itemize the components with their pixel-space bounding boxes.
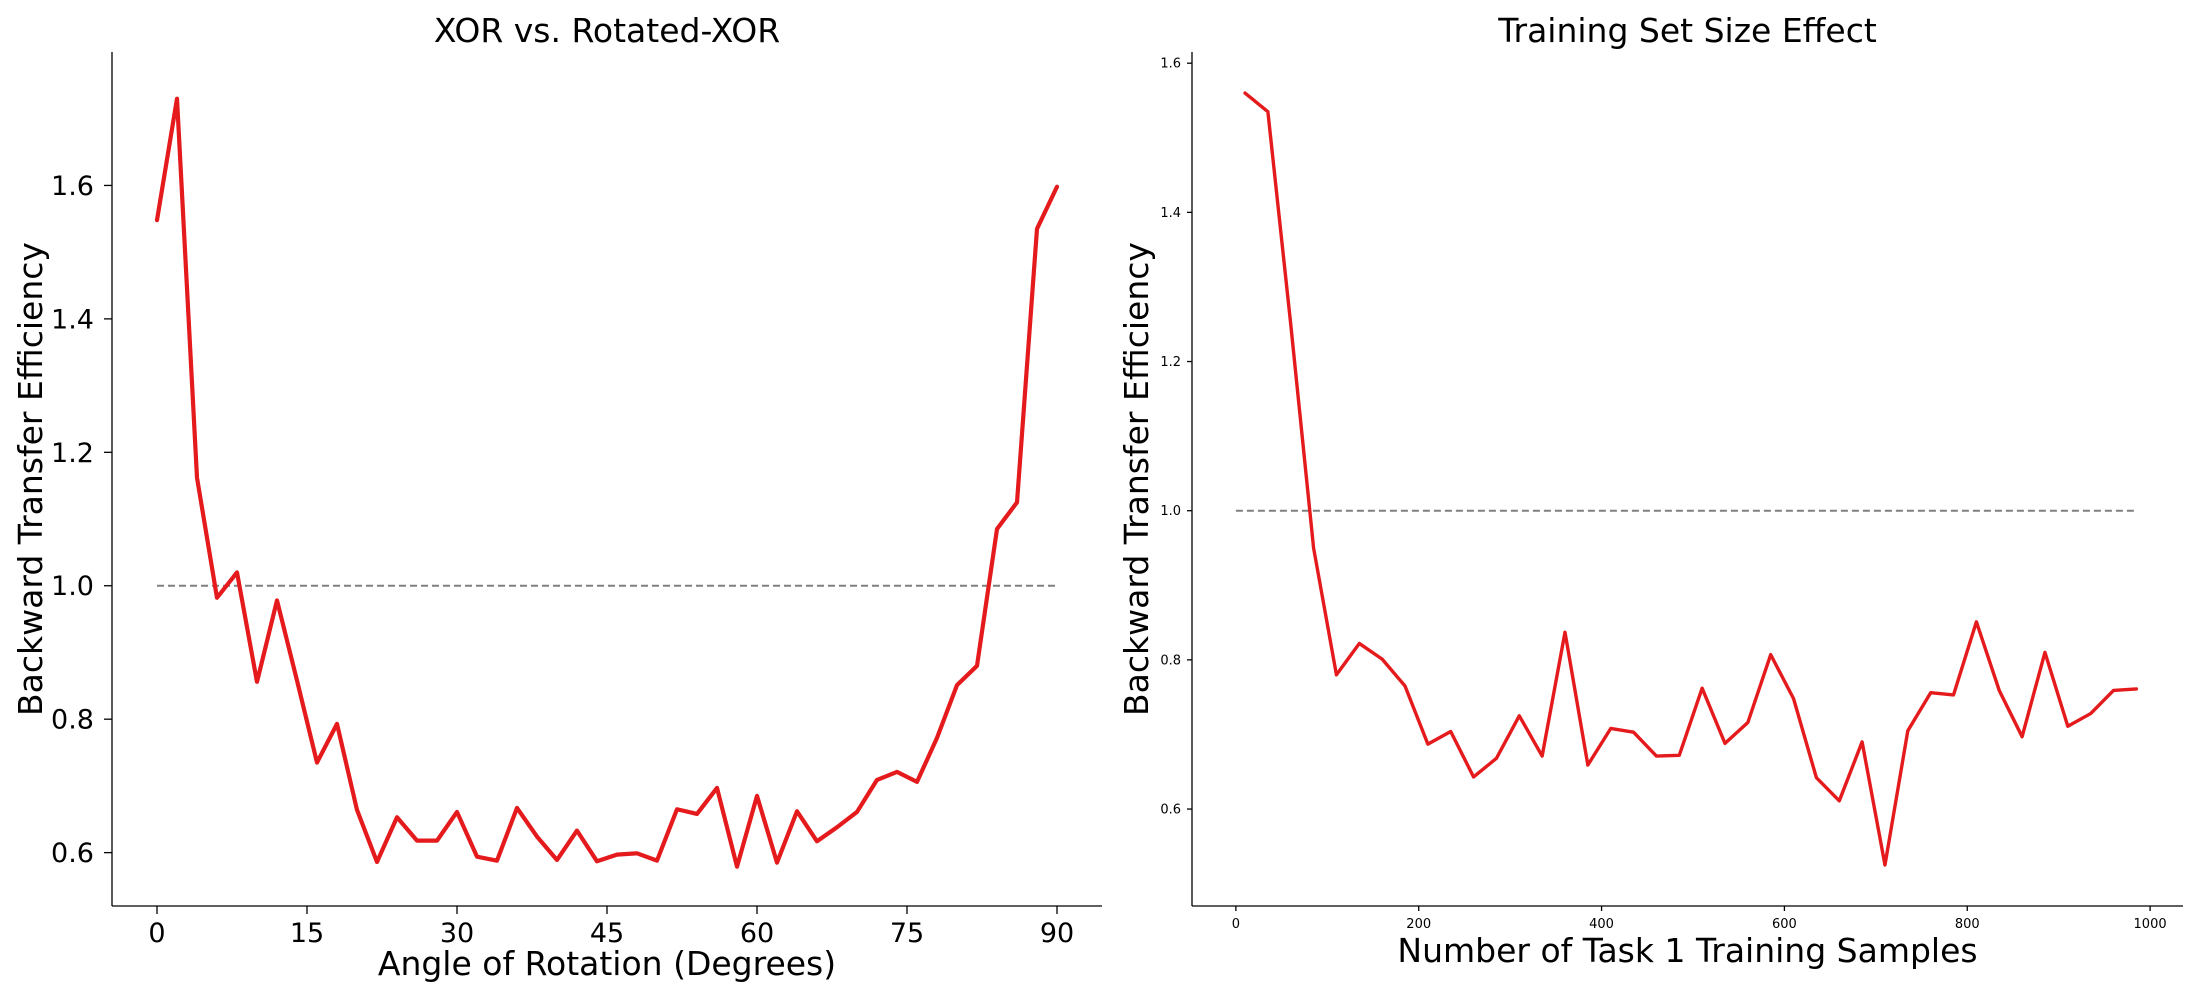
x-tick-label: 0 (148, 918, 165, 949)
x-tick-label: 0 (1232, 917, 1240, 932)
y-tick-label: 1.2 (51, 438, 94, 469)
y-tick-label: 1.2 (1160, 355, 1181, 370)
x-tick-label: 200 (1406, 917, 1431, 932)
y-tick-label: 1.0 (1160, 504, 1181, 519)
y-tick-label: 1.6 (1160, 57, 1181, 72)
y-tick-label: 0.8 (51, 705, 94, 736)
chart-title: XOR vs. Rotated-XOR (434, 11, 780, 50)
y-axis-label: Backward Transfer Efficiency (11, 242, 50, 716)
y-tick-label: 1.6 (51, 171, 94, 202)
series-line (157, 99, 1057, 867)
chart-training-set-size: Training Set Size Effect 0 200 400 600 800 100… (1117, 11, 2183, 970)
y-tick-label: 1.4 (51, 304, 94, 335)
x-tick-label: 400 (1589, 917, 1614, 932)
chart-title: Training Set Size Effect (1497, 11, 1877, 50)
x-tick-label: 75 (890, 918, 924, 949)
x-tick-label: 800 (1955, 917, 1980, 932)
y-tick-label: 1.4 (1160, 206, 1181, 221)
y-tick-label: 0.6 (1160, 803, 1181, 818)
y-tick-label: 1.0 (51, 571, 94, 602)
series-line (1245, 93, 2136, 865)
y-tick-label: 0.8 (1160, 653, 1181, 668)
x-axis-label: Angle of Rotation (Degrees) (378, 944, 836, 983)
y-tick-label: 0.6 (51, 838, 94, 869)
y-axis-label: Backward Transfer Efficiency (1117, 242, 1156, 716)
x-tick-label: 90 (1040, 918, 1074, 949)
x-tick-label: 600 (1772, 917, 1797, 932)
x-axis-label: Number of Task 1 Training Samples (1397, 931, 1977, 970)
x-tick-label: 15 (290, 918, 324, 949)
x-tick-label: 1000 (2134, 917, 2167, 932)
